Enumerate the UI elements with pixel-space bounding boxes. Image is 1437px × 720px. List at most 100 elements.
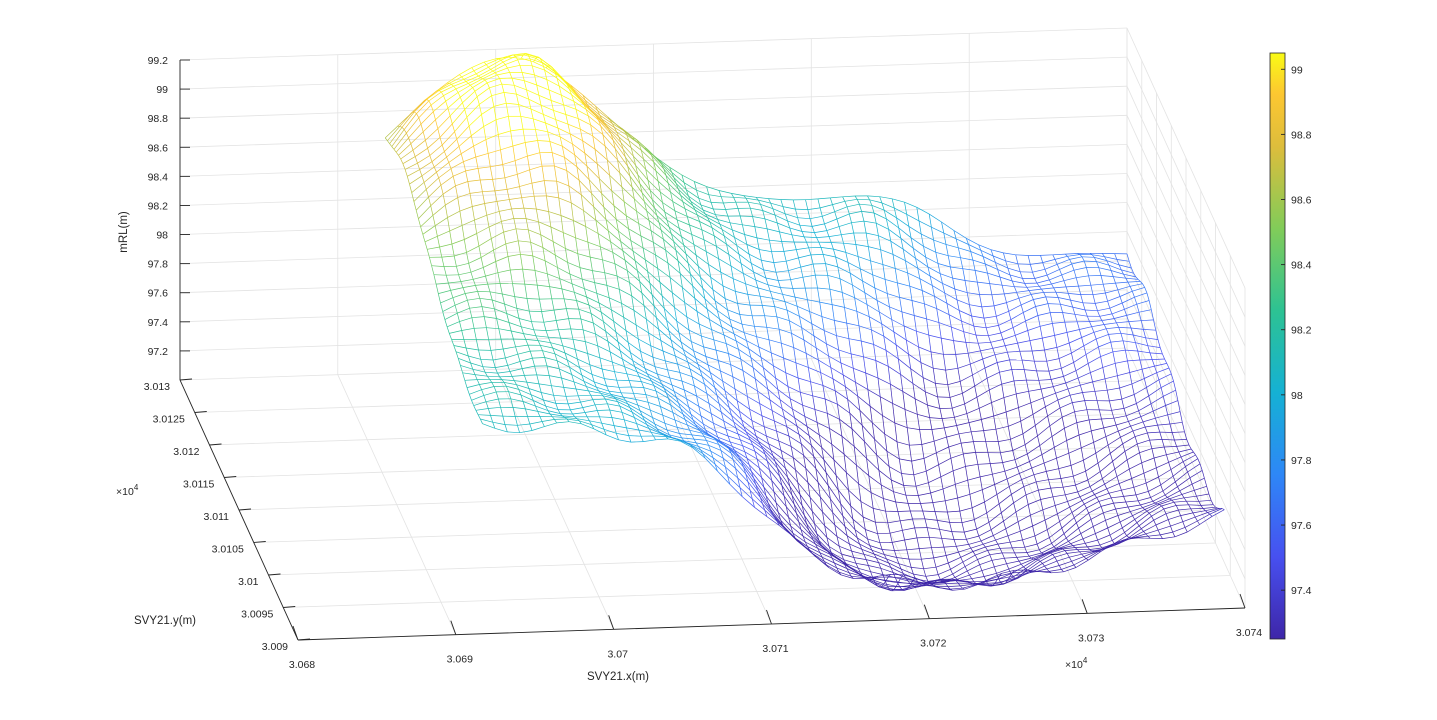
mesh-line — [443, 88, 457, 96]
mesh-line — [454, 305, 458, 314]
mesh-line — [1017, 343, 1021, 352]
mesh-line — [636, 423, 650, 429]
mesh-line — [401, 111, 415, 128]
mesh-line — [982, 256, 986, 265]
mesh-line — [1111, 308, 1125, 315]
mesh-line — [946, 433, 959, 438]
mesh-line — [1005, 521, 1019, 530]
mesh-line — [568, 185, 572, 203]
mesh-line — [637, 270, 651, 284]
mesh-line — [478, 69, 491, 77]
mesh-line — [575, 237, 589, 243]
mesh-line — [558, 86, 562, 96]
mesh-line — [861, 549, 865, 555]
mesh-line — [948, 314, 952, 328]
mesh-line — [1182, 516, 1196, 523]
mesh-line — [548, 336, 561, 339]
mesh-line — [570, 328, 574, 340]
mesh-line — [574, 291, 587, 298]
mesh-line — [802, 536, 806, 543]
mesh-line — [530, 394, 534, 401]
mesh-line — [529, 169, 533, 184]
mesh-line — [533, 329, 537, 336]
mesh-line — [505, 243, 509, 257]
mesh-line — [690, 273, 703, 289]
mesh-line — [1090, 283, 1104, 286]
mesh-line — [731, 229, 735, 238]
mesh-line — [964, 584, 978, 590]
mesh-line — [1061, 564, 1074, 570]
mesh-line — [1139, 448, 1153, 454]
mesh-line — [554, 419, 557, 424]
mesh-line — [660, 191, 673, 202]
mesh-line — [807, 299, 810, 312]
mesh-line — [799, 542, 802, 545]
mesh-line — [862, 280, 866, 293]
mesh-line — [913, 474, 917, 487]
mesh-line — [429, 155, 433, 162]
mesh-line — [731, 326, 745, 334]
mesh-line — [573, 220, 576, 238]
mesh-line — [1071, 512, 1075, 518]
mesh-line — [572, 88, 586, 101]
mesh-line — [888, 562, 892, 568]
mesh-line — [723, 420, 727, 429]
grid-line — [253, 510, 1201, 543]
mesh-line — [898, 577, 902, 583]
mesh-line — [1056, 458, 1060, 469]
mesh-line — [755, 484, 769, 504]
mesh-line — [550, 342, 563, 347]
mesh-line — [599, 416, 603, 424]
mesh-line — [453, 85, 457, 90]
mesh-line — [398, 143, 412, 156]
mesh-line — [659, 379, 673, 386]
mesh-line — [563, 232, 576, 239]
mesh-line — [740, 263, 754, 273]
mesh-line — [656, 158, 670, 168]
mesh-line — [556, 360, 570, 368]
mesh-line — [892, 403, 896, 424]
mesh-line — [546, 195, 549, 212]
mesh-line — [1062, 548, 1066, 551]
mesh-line — [902, 249, 906, 261]
mesh-line — [584, 410, 598, 413]
mesh-line — [567, 262, 571, 275]
mesh-line — [1111, 408, 1125, 411]
mesh-line — [998, 573, 1012, 580]
mesh-line — [957, 574, 970, 580]
mesh-line — [491, 299, 495, 309]
mesh-line — [1063, 277, 1077, 282]
mesh-line — [712, 208, 716, 215]
mesh-line — [667, 438, 681, 442]
mesh-line — [608, 297, 612, 310]
mesh-line — [498, 398, 501, 408]
mesh-line — [816, 556, 829, 568]
mesh-line — [685, 355, 689, 363]
mesh-line — [484, 74, 498, 81]
mesh-line — [677, 439, 681, 442]
mesh-line — [570, 84, 584, 96]
mesh-line — [706, 186, 710, 195]
mesh-line — [766, 461, 770, 471]
mesh-line — [448, 333, 452, 340]
mesh-line — [941, 538, 945, 548]
mesh-line — [572, 143, 576, 155]
mesh-line — [864, 292, 868, 305]
mesh-line — [535, 335, 539, 341]
mesh-line — [747, 294, 761, 297]
mesh-line — [843, 242, 856, 245]
mesh-line — [444, 151, 447, 158]
mesh-line — [878, 470, 882, 485]
mesh-line — [534, 270, 538, 286]
mesh-line — [920, 362, 924, 378]
mesh-line — [1143, 329, 1156, 331]
mesh-line — [824, 223, 828, 231]
mesh-line — [763, 367, 776, 379]
mesh-line — [536, 84, 540, 96]
mesh-line — [930, 351, 934, 369]
grid-line — [283, 575, 1231, 608]
mesh-line — [462, 372, 466, 381]
mesh-line — [1008, 486, 1012, 495]
mesh-line — [695, 424, 708, 434]
mesh-line — [501, 221, 504, 233]
